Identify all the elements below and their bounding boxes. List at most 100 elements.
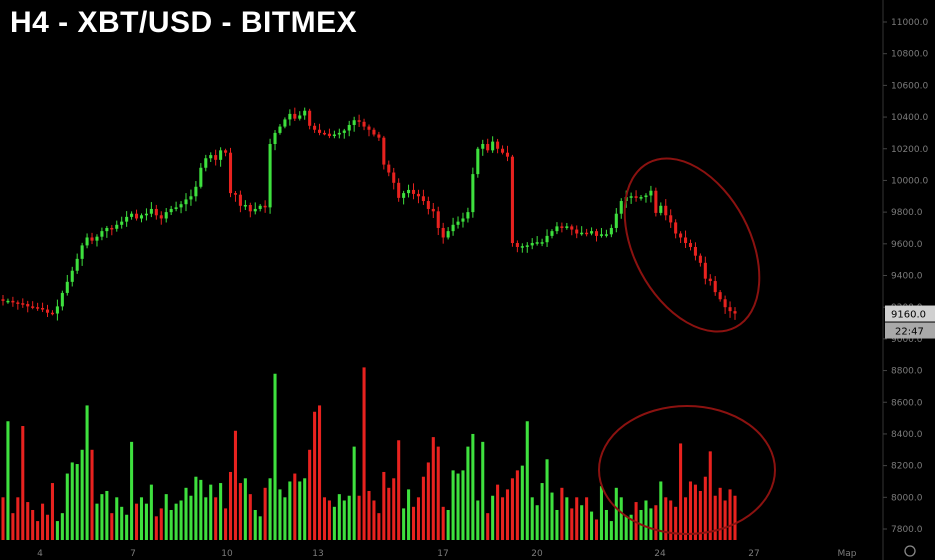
volume-bar [411, 506, 416, 540]
volume-bar [550, 492, 554, 540]
candle-up [298, 115, 302, 119]
volume-bar [644, 500, 648, 540]
candle-up [476, 148, 480, 175]
candle-up [352, 120, 356, 125]
volume-bar [585, 497, 589, 540]
candle-up [614, 213, 618, 228]
candle-up [451, 224, 455, 232]
volume-bar [362, 367, 366, 540]
volume-bar [654, 505, 658, 540]
candle-down [1, 299, 5, 301]
candle-down [416, 193, 420, 197]
volume-bar [481, 441, 485, 540]
volume-bar [431, 437, 435, 540]
volume-bar [75, 464, 79, 540]
volume-bar [60, 513, 64, 540]
candle-up [461, 218, 465, 222]
candle-up [599, 234, 603, 236]
y-tick-label: 8800.0 [891, 367, 923, 377]
candle-up [6, 300, 10, 303]
volume-bar [179, 500, 183, 540]
candle-down [16, 302, 20, 304]
volume-bar [505, 489, 510, 540]
candle-up [466, 212, 470, 219]
volume-bar [352, 446, 356, 540]
candle-down [238, 194, 242, 206]
volume-bar [332, 506, 336, 540]
volume-bar [510, 478, 514, 540]
candle-up [184, 199, 188, 205]
candle-up [644, 195, 648, 198]
volume-bar [441, 506, 445, 540]
x-tick-label: Мар [838, 549, 857, 559]
volume-bar [342, 500, 346, 540]
y-tick-label: 8600.0 [891, 398, 923, 408]
candle-down [486, 143, 490, 151]
candle-up [332, 134, 336, 137]
candle-up [639, 197, 643, 199]
volume-bar [50, 483, 54, 540]
candle-down [723, 299, 727, 308]
volume-bar [80, 449, 84, 540]
candle-down [664, 205, 668, 216]
volume-annotation-ellipse [598, 405, 776, 535]
candle-down [698, 255, 702, 263]
volume-bar [268, 478, 272, 540]
volume-bar [278, 489, 282, 540]
candle-up [115, 224, 119, 229]
last-price-value: 9160.0 [891, 310, 926, 321]
candle-down [505, 152, 510, 157]
candle-up [144, 213, 148, 216]
volume-bar [55, 521, 59, 540]
volume-bar [174, 503, 178, 540]
y-tick-label: 10400.0 [891, 113, 928, 123]
candle-up [70, 270, 74, 282]
x-tick-label: 24 [654, 549, 666, 559]
candle-up [169, 208, 173, 213]
candle-down [431, 208, 435, 212]
candle-down [728, 307, 732, 312]
candle-down [693, 246, 697, 256]
volume-bar [718, 487, 722, 540]
candle-down [411, 189, 416, 194]
volume-bar [337, 494, 341, 540]
candle-up [278, 126, 282, 133]
volume-bar [387, 487, 391, 540]
volume-bar [164, 494, 168, 540]
y-tick-label: 9800.0 [891, 208, 923, 218]
volume-bar [491, 495, 495, 540]
volume-bar [545, 459, 549, 540]
candle-up [139, 215, 144, 219]
y-tick-label: 10000.0 [891, 176, 928, 186]
volume-bar [525, 421, 529, 540]
candle-down [110, 227, 114, 230]
last-price-tag [885, 305, 935, 322]
x-tick-label: 27 [748, 549, 759, 559]
volume-bar [233, 430, 237, 540]
volume-bar [263, 487, 267, 540]
candle-down [50, 312, 54, 315]
volume-bar [100, 494, 104, 540]
price-axis: 11000.0 10800.0 10600.0 10400.0 10200.0 10000… [882, 0, 935, 560]
volume-bar [144, 503, 148, 540]
candle-down [426, 201, 430, 209]
volume-bar [248, 494, 252, 540]
volume-bar [669, 500, 673, 540]
candle-up [491, 141, 495, 151]
volume-bar [397, 440, 401, 540]
candle-up [174, 207, 178, 209]
candle-up [580, 232, 584, 235]
volume-bar [501, 497, 505, 540]
candle-down [496, 141, 500, 149]
candle-up [199, 167, 203, 187]
candle-down [224, 150, 228, 153]
volume-bar [416, 497, 420, 540]
candle-up [520, 246, 524, 248]
volume-bar [189, 495, 193, 540]
chart-title: H4 - XBT/USD - BITMEX [10, 6, 358, 39]
volume-bar [728, 489, 732, 540]
volume-bar [243, 478, 247, 540]
time-axis: 4 7 10 13 17 20 24 27 Мар [37, 545, 916, 559]
volume-bar [120, 506, 124, 540]
candle-down [135, 213, 139, 219]
